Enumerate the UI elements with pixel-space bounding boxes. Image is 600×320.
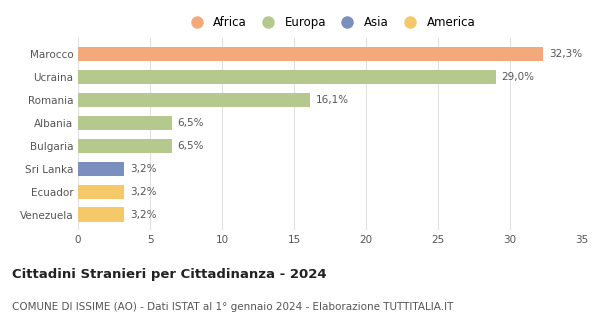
Text: 6,5%: 6,5%	[178, 141, 204, 151]
Bar	[78, 70, 496, 84]
Legend: Africa, Europa, Asia, America: Africa, Europa, Asia, America	[182, 13, 478, 31]
Bar	[78, 139, 172, 153]
Text: 16,1%: 16,1%	[316, 95, 349, 105]
Text: 3,2%: 3,2%	[130, 164, 157, 174]
Bar	[78, 116, 172, 130]
Bar	[78, 162, 124, 176]
Bar	[78, 93, 310, 107]
Bar	[78, 185, 124, 199]
Text: 32,3%: 32,3%	[549, 49, 582, 59]
Bar	[78, 207, 124, 222]
Bar	[78, 47, 543, 61]
Text: 6,5%: 6,5%	[178, 118, 204, 128]
Text: 3,2%: 3,2%	[130, 210, 157, 220]
Text: 29,0%: 29,0%	[502, 72, 535, 82]
Text: 3,2%: 3,2%	[130, 187, 157, 197]
Text: Cittadini Stranieri per Cittadinanza - 2024: Cittadini Stranieri per Cittadinanza - 2…	[12, 268, 326, 281]
Text: COMUNE DI ISSIME (AO) - Dati ISTAT al 1° gennaio 2024 - Elaborazione TUTTITALIA.: COMUNE DI ISSIME (AO) - Dati ISTAT al 1°…	[12, 302, 454, 312]
